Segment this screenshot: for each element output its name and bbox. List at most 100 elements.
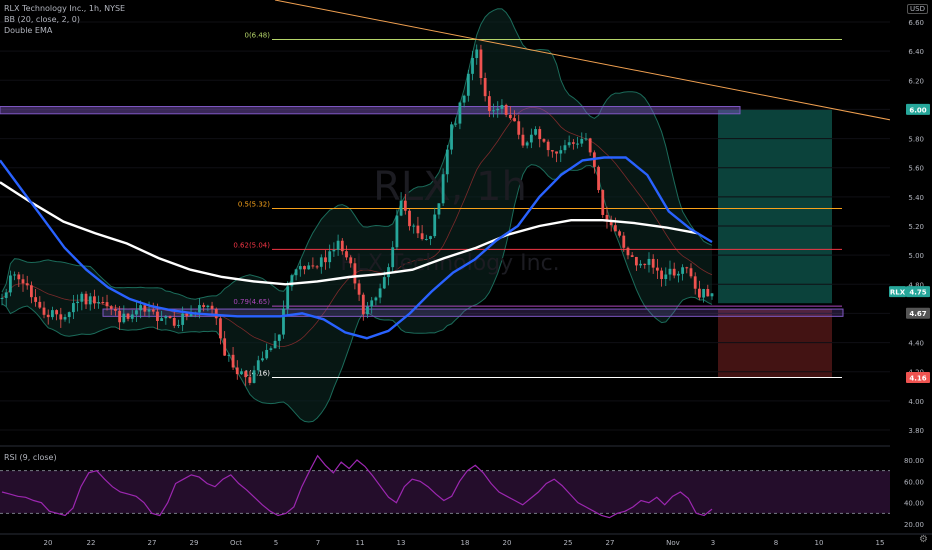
candle-body[interactable]: [513, 118, 516, 122]
candle-body[interactable]: [504, 104, 508, 115]
target-box[interactable]: [718, 109, 832, 304]
support-zone[interactable]: [102, 308, 844, 317]
candle-body[interactable]: [286, 286, 290, 309]
candle-body[interactable]: [315, 266, 319, 268]
candle-body[interactable]: [437, 203, 441, 215]
candle-body[interactable]: [80, 293, 84, 302]
candle-body[interactable]: [88, 296, 92, 305]
candle-body[interactable]: [433, 214, 437, 237]
candle-body[interactable]: [605, 214, 609, 221]
candle-body[interactable]: [101, 302, 105, 304]
candle-body[interactable]: [450, 124, 453, 150]
candle-body[interactable]: [235, 367, 239, 375]
price-tag[interactable]: [906, 307, 930, 319]
candle-body[interactable]: [67, 312, 71, 318]
candle-body[interactable]: [282, 308, 285, 335]
candle-body[interactable]: [214, 308, 218, 319]
candle-body[interactable]: [441, 174, 445, 204]
trend-line[interactable]: [274, 0, 932, 129]
candle-body[interactable]: [492, 110, 495, 112]
candle-body[interactable]: [500, 104, 504, 109]
candle-body[interactable]: [580, 138, 584, 144]
candle-body[interactable]: [55, 310, 59, 315]
candle-body[interactable]: [97, 302, 101, 304]
candle-body[interactable]: [475, 49, 479, 59]
bollinger-basis-line[interactable]: [1, 106, 713, 348]
candle-body[interactable]: [210, 305, 214, 309]
candle-body[interactable]: [13, 274, 17, 276]
candle-body[interactable]: [651, 258, 655, 268]
candle-body[interactable]: [479, 49, 483, 79]
candle-body[interactable]: [517, 121, 521, 135]
candle-body[interactable]: [164, 316, 168, 319]
candle-body[interactable]: [328, 251, 332, 263]
candle-body[interactable]: [147, 309, 151, 312]
ema-fast-line[interactable]: [0, 156, 713, 340]
candle-body[interactable]: [151, 309, 155, 312]
candle-body[interactable]: [664, 274, 668, 280]
candle-body[interactable]: [697, 288, 701, 298]
candle-body[interactable]: [424, 238, 428, 240]
candle-body[interactable]: [466, 73, 470, 96]
candle-body[interactable]: [84, 293, 88, 305]
candle-body[interactable]: [542, 139, 546, 142]
stop-box[interactable]: [718, 309, 832, 378]
candle-body[interactable]: [231, 354, 235, 368]
rsi-line[interactable]: [1, 454, 713, 519]
ema-indicator-label[interactable]: Double EMA: [4, 26, 53, 35]
gear-icon[interactable]: ⚙: [919, 534, 928, 545]
candle-body[interactable]: [412, 225, 416, 227]
candle-body[interactable]: [340, 240, 344, 252]
candle-body[interactable]: [219, 318, 222, 339]
candle-body[interactable]: [143, 305, 147, 312]
candle-body[interactable]: [366, 306, 369, 315]
candle-body[interactable]: [76, 301, 80, 304]
candle-body[interactable]: [496, 108, 500, 111]
candle-body[interactable]: [613, 225, 617, 232]
candle-body[interactable]: [206, 305, 210, 308]
resistance-zone[interactable]: [0, 106, 741, 115]
candle-body[interactable]: [177, 324, 180, 326]
candle-body[interactable]: [42, 307, 46, 315]
candle-body[interactable]: [370, 300, 374, 307]
price-tag[interactable]: [889, 286, 906, 298]
candle-body[interactable]: [122, 313, 126, 323]
candle-body[interactable]: [357, 283, 361, 295]
candle-body[interactable]: [185, 313, 189, 317]
currency-badge[interactable]: USD: [907, 4, 928, 14]
candle-body[interactable]: [609, 220, 613, 226]
candle-body[interactable]: [643, 263, 647, 265]
candle-body[interactable]: [290, 275, 294, 287]
candle-body[interactable]: [655, 267, 659, 271]
candle-body[interactable]: [294, 269, 298, 276]
candle-body[interactable]: [21, 279, 25, 284]
candle-body[interactable]: [693, 276, 697, 289]
candle-body[interactable]: [597, 166, 600, 191]
price-axis[interactable]: [890, 0, 932, 550]
candle-body[interactable]: [634, 256, 638, 266]
candle-body[interactable]: [487, 96, 491, 112]
bollinger-lower-line[interactable]: [1, 164, 713, 423]
candle-body[interactable]: [269, 348, 273, 350]
candle-body[interactable]: [156, 311, 159, 321]
price-tag[interactable]: [906, 103, 930, 115]
candle-body[interactable]: [445, 149, 449, 175]
candle-body[interactable]: [227, 354, 231, 356]
candle-body[interactable]: [395, 215, 399, 248]
candle-body[interactable]: [168, 316, 172, 318]
candle-body[interactable]: [9, 275, 12, 293]
candle-body[interactable]: [702, 289, 705, 298]
candle-body[interactable]: [483, 78, 487, 97]
candle-body[interactable]: [647, 258, 651, 265]
bb-indicator-label[interactable]: BB (20, close, 2, 0): [4, 15, 80, 24]
candle-body[interactable]: [660, 270, 663, 280]
candle-body[interactable]: [525, 142, 529, 146]
candle-body[interactable]: [38, 301, 42, 308]
candle-body[interactable]: [17, 274, 21, 280]
candle-body[interactable]: [471, 58, 474, 74]
candle-body[interactable]: [25, 283, 29, 286]
candle-body[interactable]: [59, 314, 63, 320]
candle-body[interactable]: [256, 360, 260, 371]
candle-body[interactable]: [353, 263, 357, 284]
